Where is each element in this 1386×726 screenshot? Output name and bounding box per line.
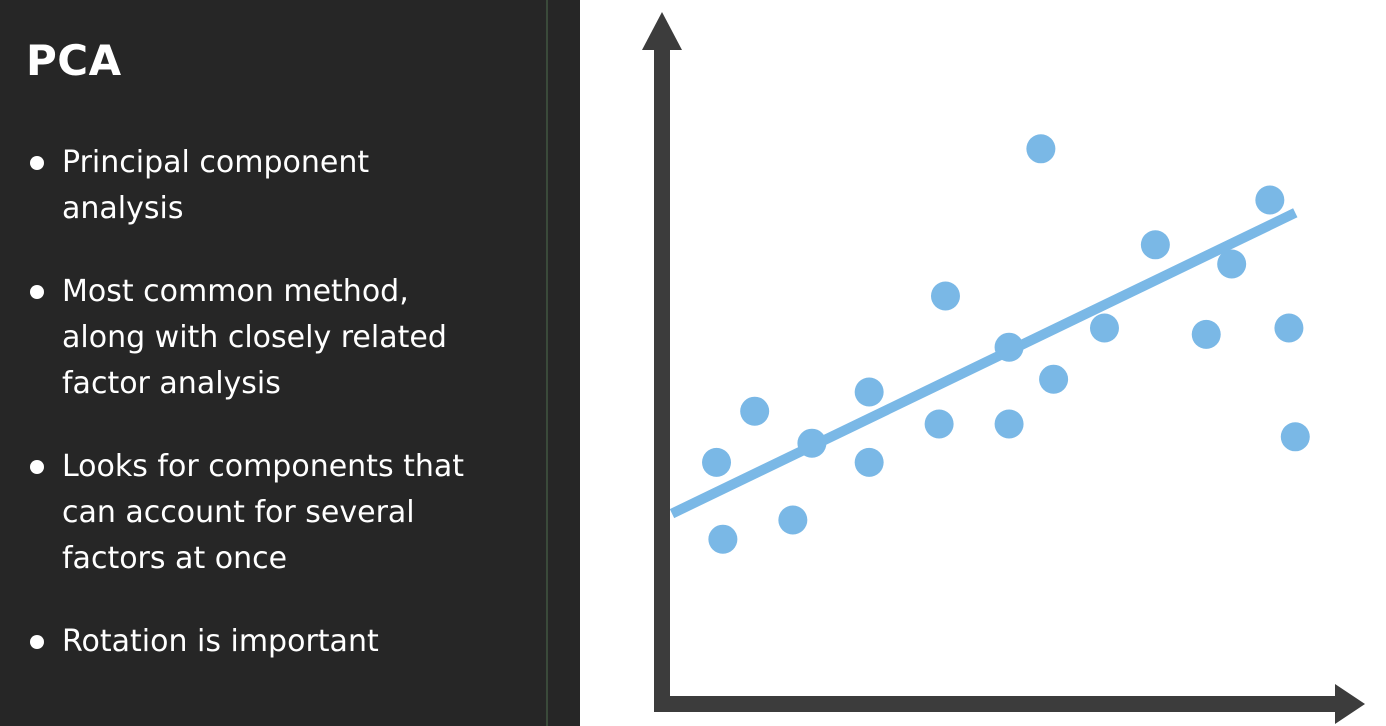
axes-layer — [642, 12, 1365, 724]
data-point — [1140, 230, 1170, 260]
data-point — [702, 447, 732, 477]
bullet-text-line: Rotation is important — [62, 624, 379, 659]
trend-line — [669, 208, 1298, 519]
bullet-text-line: Most common method, — [62, 274, 409, 309]
data-point — [994, 409, 1024, 439]
data-point — [778, 505, 808, 535]
data-point — [1217, 249, 1247, 279]
data-point — [1039, 364, 1069, 394]
data-point — [1191, 319, 1221, 349]
trend-layer — [669, 208, 1298, 519]
data-point — [924, 409, 954, 439]
bullet-text-line: along with closely related — [62, 320, 447, 355]
bullet-dot-icon — [30, 460, 44, 474]
bullet-dot-icon — [30, 635, 44, 649]
data-point — [740, 396, 770, 426]
data-point — [994, 332, 1024, 362]
bullet-item: Rotation is important — [30, 619, 520, 665]
data-point — [854, 377, 884, 407]
data-point — [1026, 134, 1056, 164]
bullet-text-line: Principal component — [62, 145, 370, 180]
scatter-chart — [580, 0, 1386, 726]
data-point — [1280, 422, 1310, 452]
panel-divider — [546, 0, 548, 726]
bullet-text-line: can account for several — [62, 495, 415, 530]
bullet-dot-icon — [30, 156, 44, 170]
bullet-item: Principal component analysis — [30, 140, 520, 232]
data-point — [1089, 313, 1119, 343]
data-point — [1255, 185, 1285, 215]
slide-title: PCA — [26, 36, 122, 85]
bullet-item: Most common method, along with closely r… — [30, 269, 520, 407]
scatter-chart-svg — [642, 12, 1365, 724]
slide-text-panel: PCA Principal component analysis Most co… — [0, 0, 580, 726]
y-axis-arrow-icon — [642, 12, 682, 50]
data-point — [708, 524, 738, 554]
bullet-text-line: Looks for components that — [62, 449, 465, 484]
bullet-text-line: factor analysis — [62, 366, 281, 401]
data-point — [930, 281, 960, 311]
data-point — [1274, 313, 1304, 343]
bullet-text-line: analysis — [62, 191, 184, 226]
x-axis-arrow-icon — [1335, 684, 1365, 724]
bullet-text-line: factors at once — [62, 541, 288, 576]
data-point — [797, 428, 827, 458]
bullet-item: Looks for components that can account fo… — [30, 444, 520, 582]
bullet-dot-icon — [30, 285, 44, 299]
data-point — [854, 447, 884, 477]
bullet-list: Principal component analysis Most common… — [30, 140, 520, 665]
points-layer — [702, 134, 1310, 554]
